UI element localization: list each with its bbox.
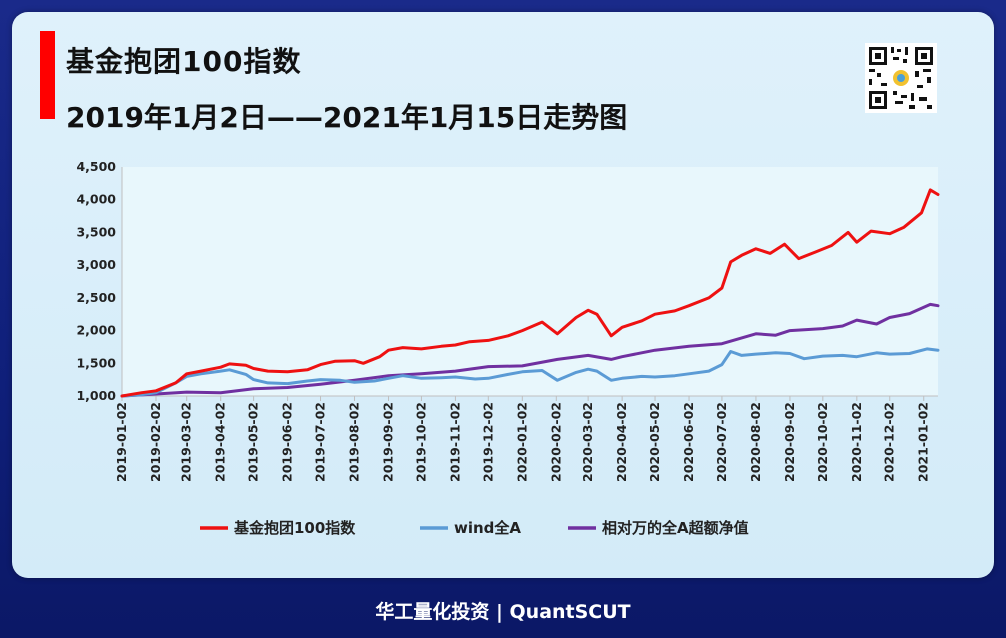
x-tick-label: 2019-07-02 [313, 402, 328, 482]
x-tick-label: 2020-04-02 [614, 402, 629, 482]
series-line-3 [120, 302, 940, 398]
x-tick-label: 2019-03-02 [179, 402, 194, 482]
legend-label-1: 基金抱团100指数 [233, 519, 356, 537]
x-tick-label: 2020-07-02 [714, 402, 729, 482]
y-tick-label: 4,500 [76, 159, 116, 174]
x-tick-label: 2019-10-02 [413, 402, 428, 482]
x-tick-label: 2019-11-02 [447, 402, 462, 482]
plot-area [122, 167, 938, 396]
x-tick-label: 2020-05-02 [647, 402, 662, 482]
y-tick-label: 1,000 [76, 388, 116, 403]
x-tick-label: 2020-06-02 [681, 402, 696, 482]
x-axis: 2019-01-02 2019-02-02 2019-03-02 2019-04-02… [114, 395, 938, 482]
chart-subtitle: 2019年1月2日——2021年1月15日走势图 [66, 101, 628, 134]
y-tick-label: 2,500 [76, 290, 116, 305]
y-tick-label: 2,000 [76, 323, 116, 338]
x-tick-label: 2019-12-02 [480, 402, 495, 482]
y-tick-label: 1,500 [76, 355, 116, 370]
legend-label-3: 相对万的全A超额净值 [602, 519, 749, 537]
x-tick-label: 2020-03-02 [580, 402, 595, 482]
y-tick-label: 3,500 [76, 224, 116, 239]
x-tick-label: 2021-01-02 [916, 402, 931, 482]
x-tick-label: 2019-08-02 [347, 402, 362, 482]
y-tick-label: 3,000 [76, 257, 116, 272]
y-tick-label: 4,000 [76, 192, 116, 207]
x-tick-label: 2020-10-02 [815, 402, 830, 482]
x-tick-label: 2020-11-02 [849, 402, 864, 482]
series-line-2 [120, 347, 940, 398]
x-tick-label: 2019-05-02 [246, 402, 261, 482]
title-accent-bar [40, 31, 55, 119]
x-tick-label: 2020-02-02 [548, 402, 563, 482]
footer-brand: 华工量化投资 | QuantSCUT [375, 601, 631, 623]
qr-code-icon [865, 43, 937, 113]
chart-title: 基金抱团100指数 [66, 45, 302, 78]
x-tick-label: 2019-09-02 [381, 402, 396, 482]
series-lines [120, 188, 940, 398]
x-tick-label: 2020-01-02 [514, 402, 529, 482]
series-line-1 [120, 188, 940, 398]
x-tick-label: 2020-12-02 [882, 402, 897, 482]
legend: 基金抱团100指数 wind全A 相对万的全A超额净值 [200, 519, 749, 537]
x-tick-label: 2020-08-02 [748, 402, 763, 482]
x-tick-label: 2019-06-02 [280, 402, 295, 482]
legend-label-2: wind全A [454, 519, 521, 537]
x-tick-label: 2019-01-02 [114, 402, 129, 482]
x-tick-label: 2020-09-02 [782, 402, 797, 482]
x-tick-label: 2019-02-02 [148, 402, 163, 482]
y-axis: 1,000 1,500 2,000 2,500 3,000 3,500 4,000 4,500 [76, 159, 123, 403]
x-tick-label: 2019-04-02 [213, 402, 228, 482]
